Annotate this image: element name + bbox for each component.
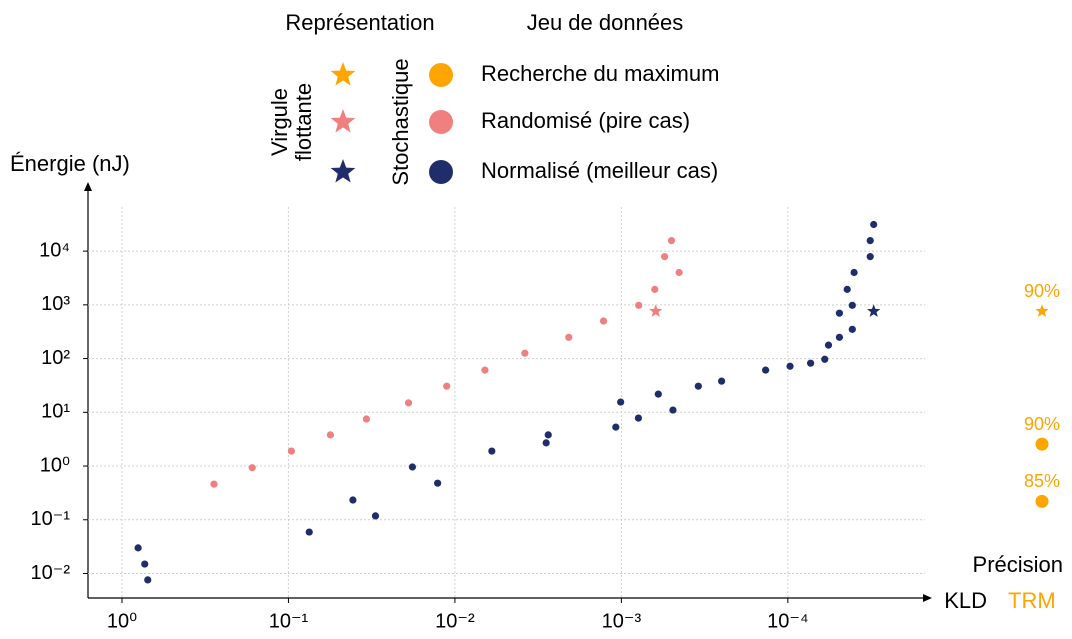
point — [866, 236, 874, 245]
x-tick-label: 10⁻⁴ — [767, 610, 808, 632]
legend-star — [330, 159, 356, 183]
x-tick-label: 10⁻² — [435, 610, 475, 632]
legend-circle — [429, 160, 453, 184]
legend-label: Normalisé (meilleur cas) — [481, 158, 718, 183]
y-tick-label: 10⁰ — [40, 454, 70, 476]
y-axis-label: Énergie (nJ) — [10, 151, 130, 176]
point — [651, 285, 659, 293]
point — [612, 423, 620, 431]
point — [521, 349, 529, 357]
legend-star — [330, 62, 356, 86]
y-tick-label: 10⁻¹ — [31, 508, 71, 530]
y-tick-label: 10² — [41, 347, 70, 369]
point — [141, 560, 149, 568]
point — [349, 496, 357, 504]
x-axis-arrow — [923, 594, 932, 602]
point — [326, 431, 334, 439]
point — [544, 431, 552, 439]
point — [661, 253, 669, 261]
point — [848, 301, 856, 309]
x-tick-label: 10⁻³ — [602, 610, 642, 632]
point — [835, 309, 844, 317]
trm-label: TRM — [1008, 588, 1056, 613]
legend-label: Randomisé (pire cas) — [481, 108, 690, 133]
trm-point — [1035, 437, 1049, 451]
point — [248, 464, 256, 472]
point-star — [867, 304, 881, 317]
point — [675, 268, 683, 277]
point — [848, 325, 856, 333]
point — [634, 414, 643, 422]
y-axis-arrow — [84, 182, 92, 191]
trm-accuracy: 90% — [1024, 281, 1060, 301]
trm-point — [1035, 494, 1049, 508]
point — [481, 366, 489, 374]
point — [718, 377, 726, 385]
legend-star — [330, 109, 356, 133]
point — [762, 366, 770, 374]
point — [210, 480, 218, 488]
point — [305, 528, 313, 536]
y-tick-label: 10¹ — [41, 401, 70, 423]
point — [404, 399, 413, 407]
legend-circle — [429, 63, 453, 87]
x-axis-sublabel: KLD — [944, 588, 987, 613]
legend-label: flottante — [291, 83, 316, 161]
x-tick-label: 10⁰ — [107, 610, 137, 632]
point — [843, 285, 851, 293]
point — [488, 447, 496, 455]
point — [850, 268, 858, 277]
trm-accuracy: 85% — [1024, 471, 1060, 491]
point — [806, 359, 815, 367]
point — [362, 415, 371, 423]
point — [866, 253, 874, 261]
x-tick-label: 10⁻¹ — [269, 610, 309, 632]
legend-circle — [429, 110, 453, 134]
y-tick-label: 10⁴ — [39, 239, 70, 261]
point — [443, 382, 451, 390]
legend-label: Stochastique — [388, 58, 413, 185]
legend-label: Recherche du maximum — [481, 61, 719, 86]
point — [371, 512, 380, 520]
point — [542, 439, 550, 447]
y-tick-label: 10⁻² — [31, 562, 71, 584]
y-tick-label: 10³ — [41, 293, 70, 315]
x-axis-label: Précision — [973, 552, 1063, 577]
legend-label: Virgule — [267, 88, 292, 156]
point — [617, 398, 625, 406]
legend-title: Jeu de données — [527, 10, 684, 35]
point — [835, 333, 844, 341]
point — [635, 301, 643, 309]
point — [667, 236, 676, 245]
point — [654, 390, 662, 398]
trm-accuracy: 90% — [1024, 414, 1060, 434]
trm-star — [1035, 304, 1049, 317]
point — [134, 544, 142, 552]
point — [821, 355, 829, 363]
point — [694, 382, 702, 390]
point — [408, 463, 417, 471]
point — [870, 220, 878, 229]
point — [599, 317, 608, 325]
point-star — [649, 304, 663, 317]
point — [144, 576, 152, 584]
point — [434, 479, 442, 487]
point — [824, 341, 833, 349]
point — [669, 406, 677, 414]
point — [786, 362, 794, 370]
point — [287, 447, 295, 455]
point — [565, 333, 573, 341]
legend-title: Représentation — [285, 10, 434, 35]
